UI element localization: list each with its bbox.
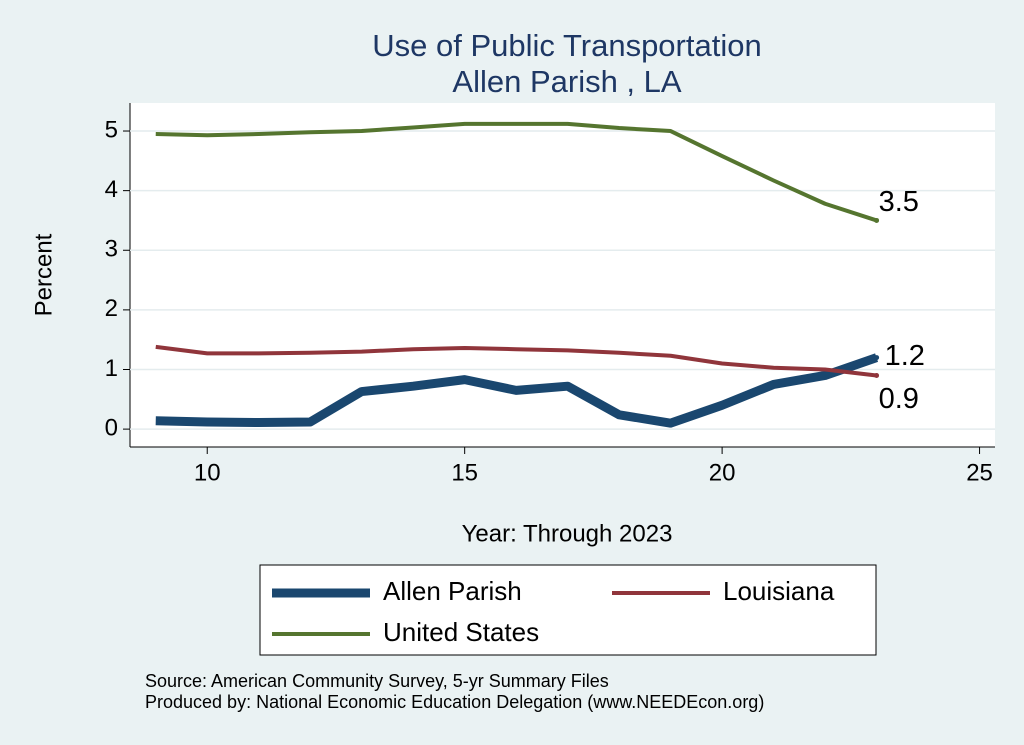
end-point (874, 217, 880, 223)
x-tick-label: 15 (451, 459, 478, 486)
data-label: 0.9 (879, 383, 919, 415)
producer-note: Produced by: National Economic Education… (145, 692, 764, 712)
y-tick-label: 1 (105, 355, 118, 382)
plot-area (130, 103, 995, 447)
x-tick-label: 20 (709, 459, 736, 486)
legend-label: Louisiana (723, 576, 835, 606)
end-point (874, 372, 880, 378)
y-axis-title: Percent (30, 233, 57, 316)
y-tick-label: 5 (105, 116, 118, 143)
x-tick-label: 10 (194, 459, 221, 486)
series-line (155, 344, 877, 378)
series-line (155, 121, 878, 223)
legend-label: Allen Parish (383, 576, 522, 606)
data-label: 3.5 (879, 186, 919, 218)
chart-title: Use of Public Transportation (372, 28, 761, 63)
chart-subtitle: Allen Parish , LA (452, 64, 681, 99)
source-note: Source: American Community Survey, 5-yr … (145, 671, 609, 691)
y-tick-label: 4 (105, 176, 118, 203)
data-label: 1.2 (885, 340, 925, 372)
end-point (874, 355, 880, 361)
legend (259, 564, 877, 656)
y-tick-label: 2 (105, 295, 118, 322)
x-axis-title: Year: Through 2023 (462, 520, 673, 547)
y-tick-label: 0 (105, 414, 118, 441)
y-tick-label: 3 (105, 236, 118, 263)
series-line (155, 353, 879, 428)
legend-label: United States (383, 617, 539, 647)
x-tick-label: 25 (966, 459, 993, 486)
